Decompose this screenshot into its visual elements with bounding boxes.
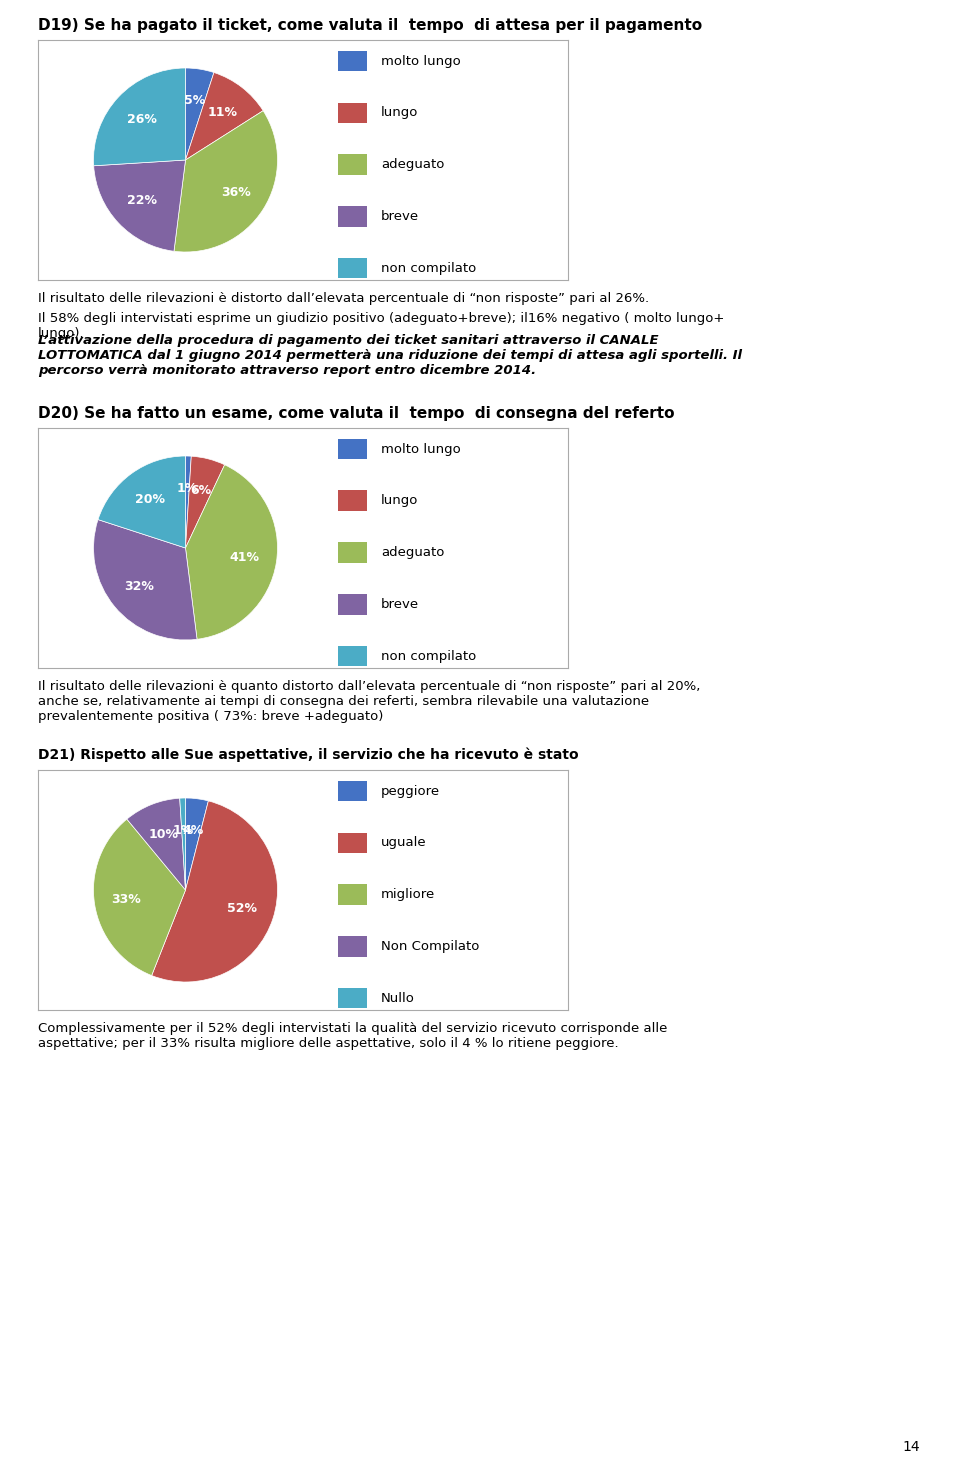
Bar: [338, 490, 368, 511]
Text: L’attivazione della procedura di pagamento dei ticket sanitari attraverso il CAN: L’attivazione della procedura di pagamen…: [38, 334, 742, 376]
Text: 22%: 22%: [127, 194, 156, 207]
Text: peggiore: peggiore: [381, 785, 440, 798]
Text: D20) Se ha fatto un esame, come valuta il  tempo  di consegna del referto: D20) Se ha fatto un esame, come valuta i…: [38, 406, 675, 422]
Text: 10%: 10%: [149, 827, 179, 840]
Wedge shape: [93, 69, 185, 166]
Bar: [338, 937, 368, 957]
Text: 36%: 36%: [221, 185, 251, 198]
Text: breve: breve: [381, 210, 419, 223]
Wedge shape: [180, 798, 185, 890]
Wedge shape: [93, 818, 185, 976]
Wedge shape: [185, 73, 263, 160]
Wedge shape: [185, 465, 277, 639]
Wedge shape: [93, 519, 197, 641]
Text: lungo: lungo: [381, 107, 419, 120]
Text: molto lungo: molto lungo: [381, 442, 461, 455]
Text: Il risultato delle rilevazioni è distorto dall’elevata percentuale di “non rispo: Il risultato delle rilevazioni è distort…: [38, 292, 649, 305]
Text: 1%: 1%: [177, 481, 198, 495]
Text: D19) Se ha pagato il ticket, come valuta il  tempo  di attesa per il pagamento: D19) Se ha pagato il ticket, come valuta…: [38, 18, 702, 34]
Text: D21) Rispetto alle Sue aspettative, il servizio che ha ricevuto è stato: D21) Rispetto alle Sue aspettative, il s…: [38, 748, 579, 763]
Text: 52%: 52%: [228, 902, 257, 915]
Text: 4%: 4%: [182, 824, 204, 837]
Bar: [338, 543, 368, 563]
Text: 1%: 1%: [173, 824, 194, 836]
Wedge shape: [152, 801, 277, 982]
Bar: [338, 884, 368, 905]
Text: 32%: 32%: [125, 579, 155, 592]
Text: Non Compilato: Non Compilato: [381, 940, 479, 953]
Wedge shape: [185, 798, 208, 890]
Text: 33%: 33%: [111, 893, 141, 906]
Bar: [338, 646, 368, 667]
Bar: [338, 155, 368, 175]
Bar: [338, 102, 368, 123]
Text: migliore: migliore: [381, 889, 435, 902]
Bar: [338, 51, 368, 71]
Text: non compilato: non compilato: [381, 649, 476, 662]
Text: Complessivamente per il 52% degli intervistati la qualità del servizio ricevuto : Complessivamente per il 52% degli interv…: [38, 1021, 667, 1050]
Text: 14: 14: [902, 1440, 920, 1455]
Text: Il 58% degli intervistati esprime un giudizio positivo (adeguato+breve); il16% n: Il 58% degli intervistati esprime un giu…: [38, 312, 725, 340]
Bar: [338, 206, 368, 226]
Wedge shape: [185, 457, 225, 549]
Text: adeguato: adeguato: [381, 158, 444, 171]
Wedge shape: [98, 457, 185, 549]
Text: non compilato: non compilato: [381, 261, 476, 274]
Bar: [338, 781, 368, 801]
Wedge shape: [185, 69, 214, 160]
Bar: [338, 594, 368, 614]
Text: 5%: 5%: [184, 95, 205, 108]
Text: molto lungo: molto lungo: [381, 54, 461, 67]
Text: 20%: 20%: [135, 493, 165, 506]
Text: uguale: uguale: [381, 836, 426, 849]
Text: 26%: 26%: [127, 112, 156, 125]
Bar: [338, 833, 368, 854]
Text: lungo: lungo: [381, 495, 419, 508]
Text: Nullo: Nullo: [381, 992, 415, 1005]
Bar: [338, 258, 368, 279]
Bar: [338, 439, 368, 460]
Wedge shape: [185, 457, 191, 549]
Wedge shape: [174, 111, 277, 252]
Wedge shape: [127, 798, 185, 890]
Text: 11%: 11%: [207, 107, 237, 120]
Text: 6%: 6%: [190, 483, 211, 496]
Text: Il risultato delle rilevazioni è quanto distorto dall’elevata percentuale di “no: Il risultato delle rilevazioni è quanto …: [38, 680, 701, 724]
Text: breve: breve: [381, 598, 419, 611]
Text: 41%: 41%: [229, 552, 259, 563]
Text: adeguato: adeguato: [381, 546, 444, 559]
Bar: [338, 988, 368, 1008]
Wedge shape: [94, 160, 185, 251]
